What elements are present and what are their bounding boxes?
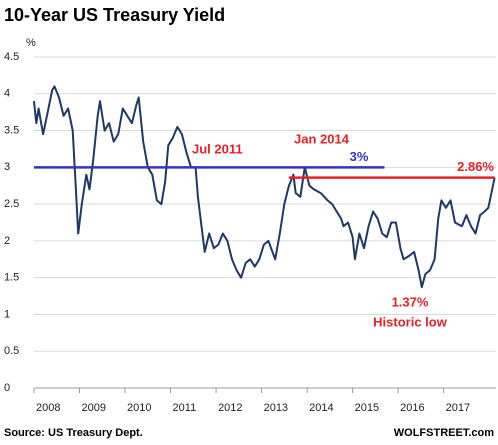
y-tick-label: 0.5: [4, 345, 19, 357]
x-tick-label: 2017: [446, 402, 470, 414]
x-tick-label: 2013: [264, 402, 288, 414]
x-tick-label: 2010: [127, 402, 151, 414]
x-tick-label: 2009: [82, 402, 106, 414]
y-tick-label: 3: [4, 161, 10, 173]
reference-label: 3%: [350, 149, 369, 164]
x-tick-label: 2015: [355, 402, 379, 414]
yield-line: [33, 85, 496, 289]
y-tick-label: 4.5: [4, 51, 19, 63]
annotation: 1.37%: [392, 294, 429, 309]
x-tick-label: 2016: [400, 402, 424, 414]
y-tick-label: 1.5: [4, 272, 19, 284]
chart-title: 10-Year US Treasury Yield: [4, 5, 225, 25]
y-tick-label: 4: [4, 88, 10, 100]
x-tick-label: 2011: [173, 402, 197, 414]
y-tick-label: 3.5: [4, 124, 19, 136]
y-tick-label: 0: [4, 382, 10, 394]
annotation: Jan 2014: [294, 131, 350, 146]
y-tick-label: 2: [4, 235, 10, 247]
x-tick-label: 2008: [36, 402, 60, 414]
annotation: Historic low: [373, 314, 448, 329]
reference-label: 2.86%: [457, 159, 494, 174]
source: Source: US Treasury Dept.: [4, 427, 143, 439]
credit: WOLFSTREET.com: [394, 427, 494, 439]
x-tick-label: 2012: [218, 402, 242, 414]
annotation: Jul 2011: [192, 141, 243, 156]
y-tick-label: 1: [4, 308, 10, 320]
y-axis-label: %: [26, 37, 36, 49]
x-tick-label: 2014: [309, 402, 333, 414]
y-tick-label: 2.5: [4, 198, 19, 210]
